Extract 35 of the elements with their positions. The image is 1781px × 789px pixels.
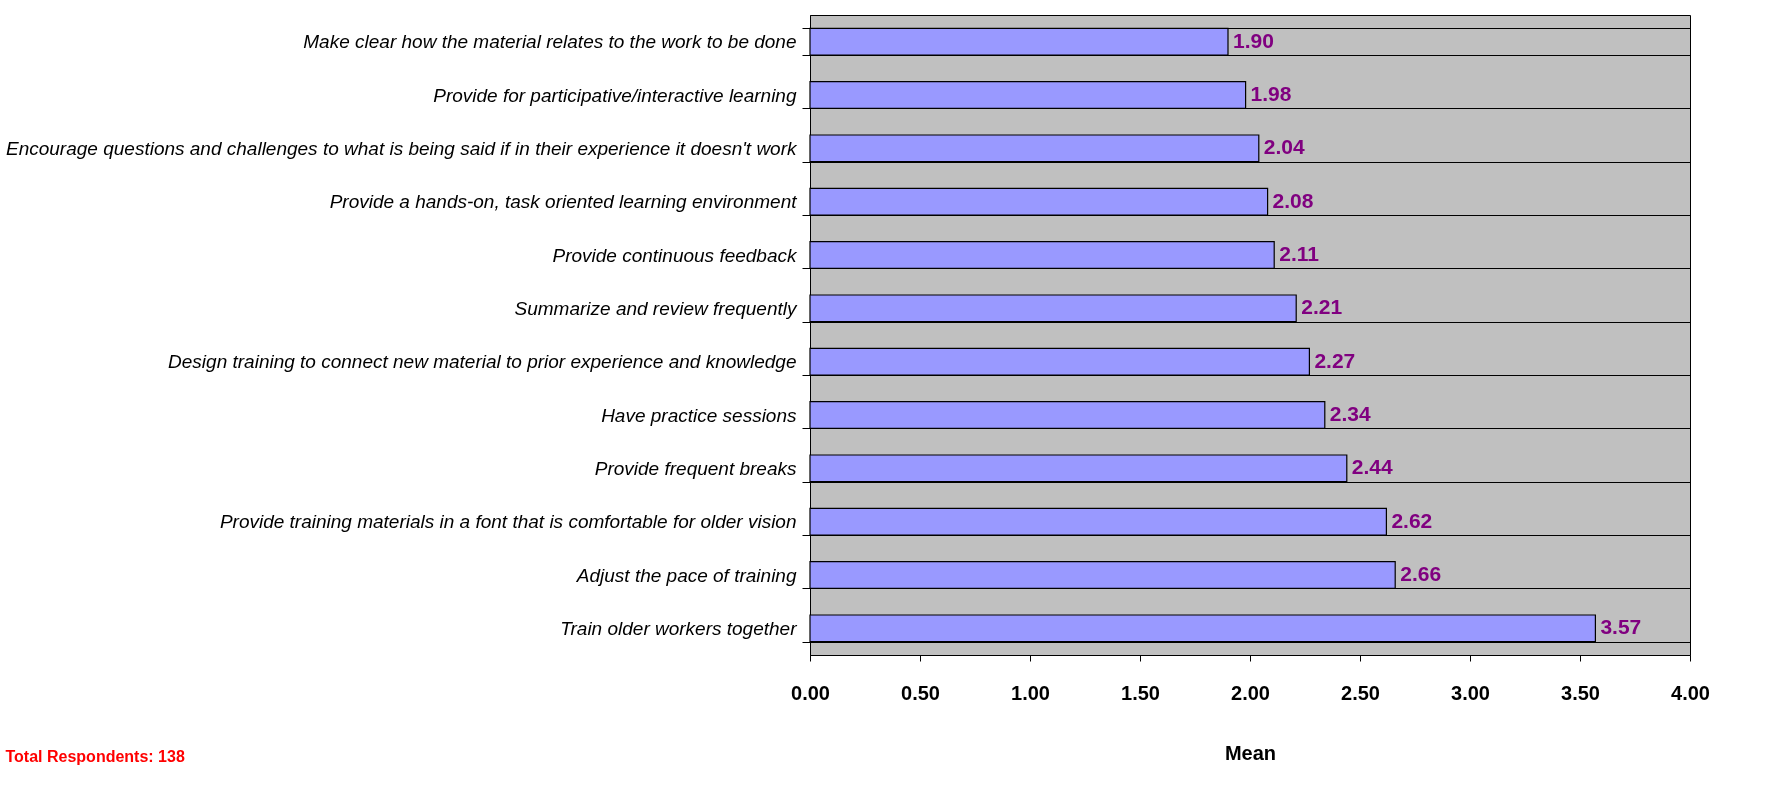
data-label: 3.57	[1600, 615, 1642, 639]
x-tick-label: 4.00	[1671, 681, 1710, 704]
y-tick-label: Provide for participative/interactive learning	[433, 84, 797, 106]
y-tick-label: Adjust the pace of training	[575, 564, 797, 586]
x-tick-label: 3.50	[1561, 681, 1600, 704]
text: Total Respondents: 138	[5, 748, 185, 765]
y-tick-label: Provide continuous feedback	[552, 244, 798, 266]
x-tick-label: 1.50	[1121, 681, 1160, 704]
x-tick-label: 0.50	[901, 681, 940, 704]
x-axis-title: Mean	[1224, 741, 1277, 764]
data-label: 2.27	[1314, 348, 1356, 372]
data-label: 2.66	[1400, 562, 1442, 585]
y-tick-label: Encourage questions and challenges to what is being said if in their experience it doesn't work	[6, 137, 798, 159]
data-label: 2.21	[1301, 295, 1343, 319]
x-tick-label: 0.00	[791, 681, 830, 704]
data-label: 2.08	[1272, 188, 1314, 212]
y-tick-label: Provide frequent breaks	[594, 457, 797, 479]
x-tick-label: 2.50	[1341, 681, 1380, 704]
data-label: 2.34	[1329, 402, 1371, 425]
data-label: 2.04	[1263, 135, 1305, 159]
data-label: 1.98	[1250, 82, 1292, 105]
y-tick-label: Make clear how the material relates to the work to be done	[303, 31, 797, 53]
data-label: 2.11	[1279, 242, 1320, 265]
y-tick-label: Train older workers together	[560, 617, 798, 639]
y-tick-label: Summarize and review frequently	[514, 297, 798, 319]
y-tick-label: Design training to connect new material to prior experience and knowledge	[168, 351, 797, 373]
y-tick-label: Have practice sessions	[601, 404, 797, 426]
x-tick-label: 3.00	[1451, 681, 1490, 704]
data-label: 1.90	[1233, 28, 1274, 52]
x-tick-label: 2.00	[1231, 681, 1270, 704]
data-label: 2.44	[1351, 455, 1393, 479]
x-tick-label: 1.00	[1011, 681, 1050, 704]
y-tick-label: Provide training materials in a font that is comfortable for older vision	[219, 511, 797, 533]
y-tick-label: Provide a hands-on, task oriented learning environment	[329, 191, 798, 213]
data-label: 2.62	[1391, 508, 1433, 532]
